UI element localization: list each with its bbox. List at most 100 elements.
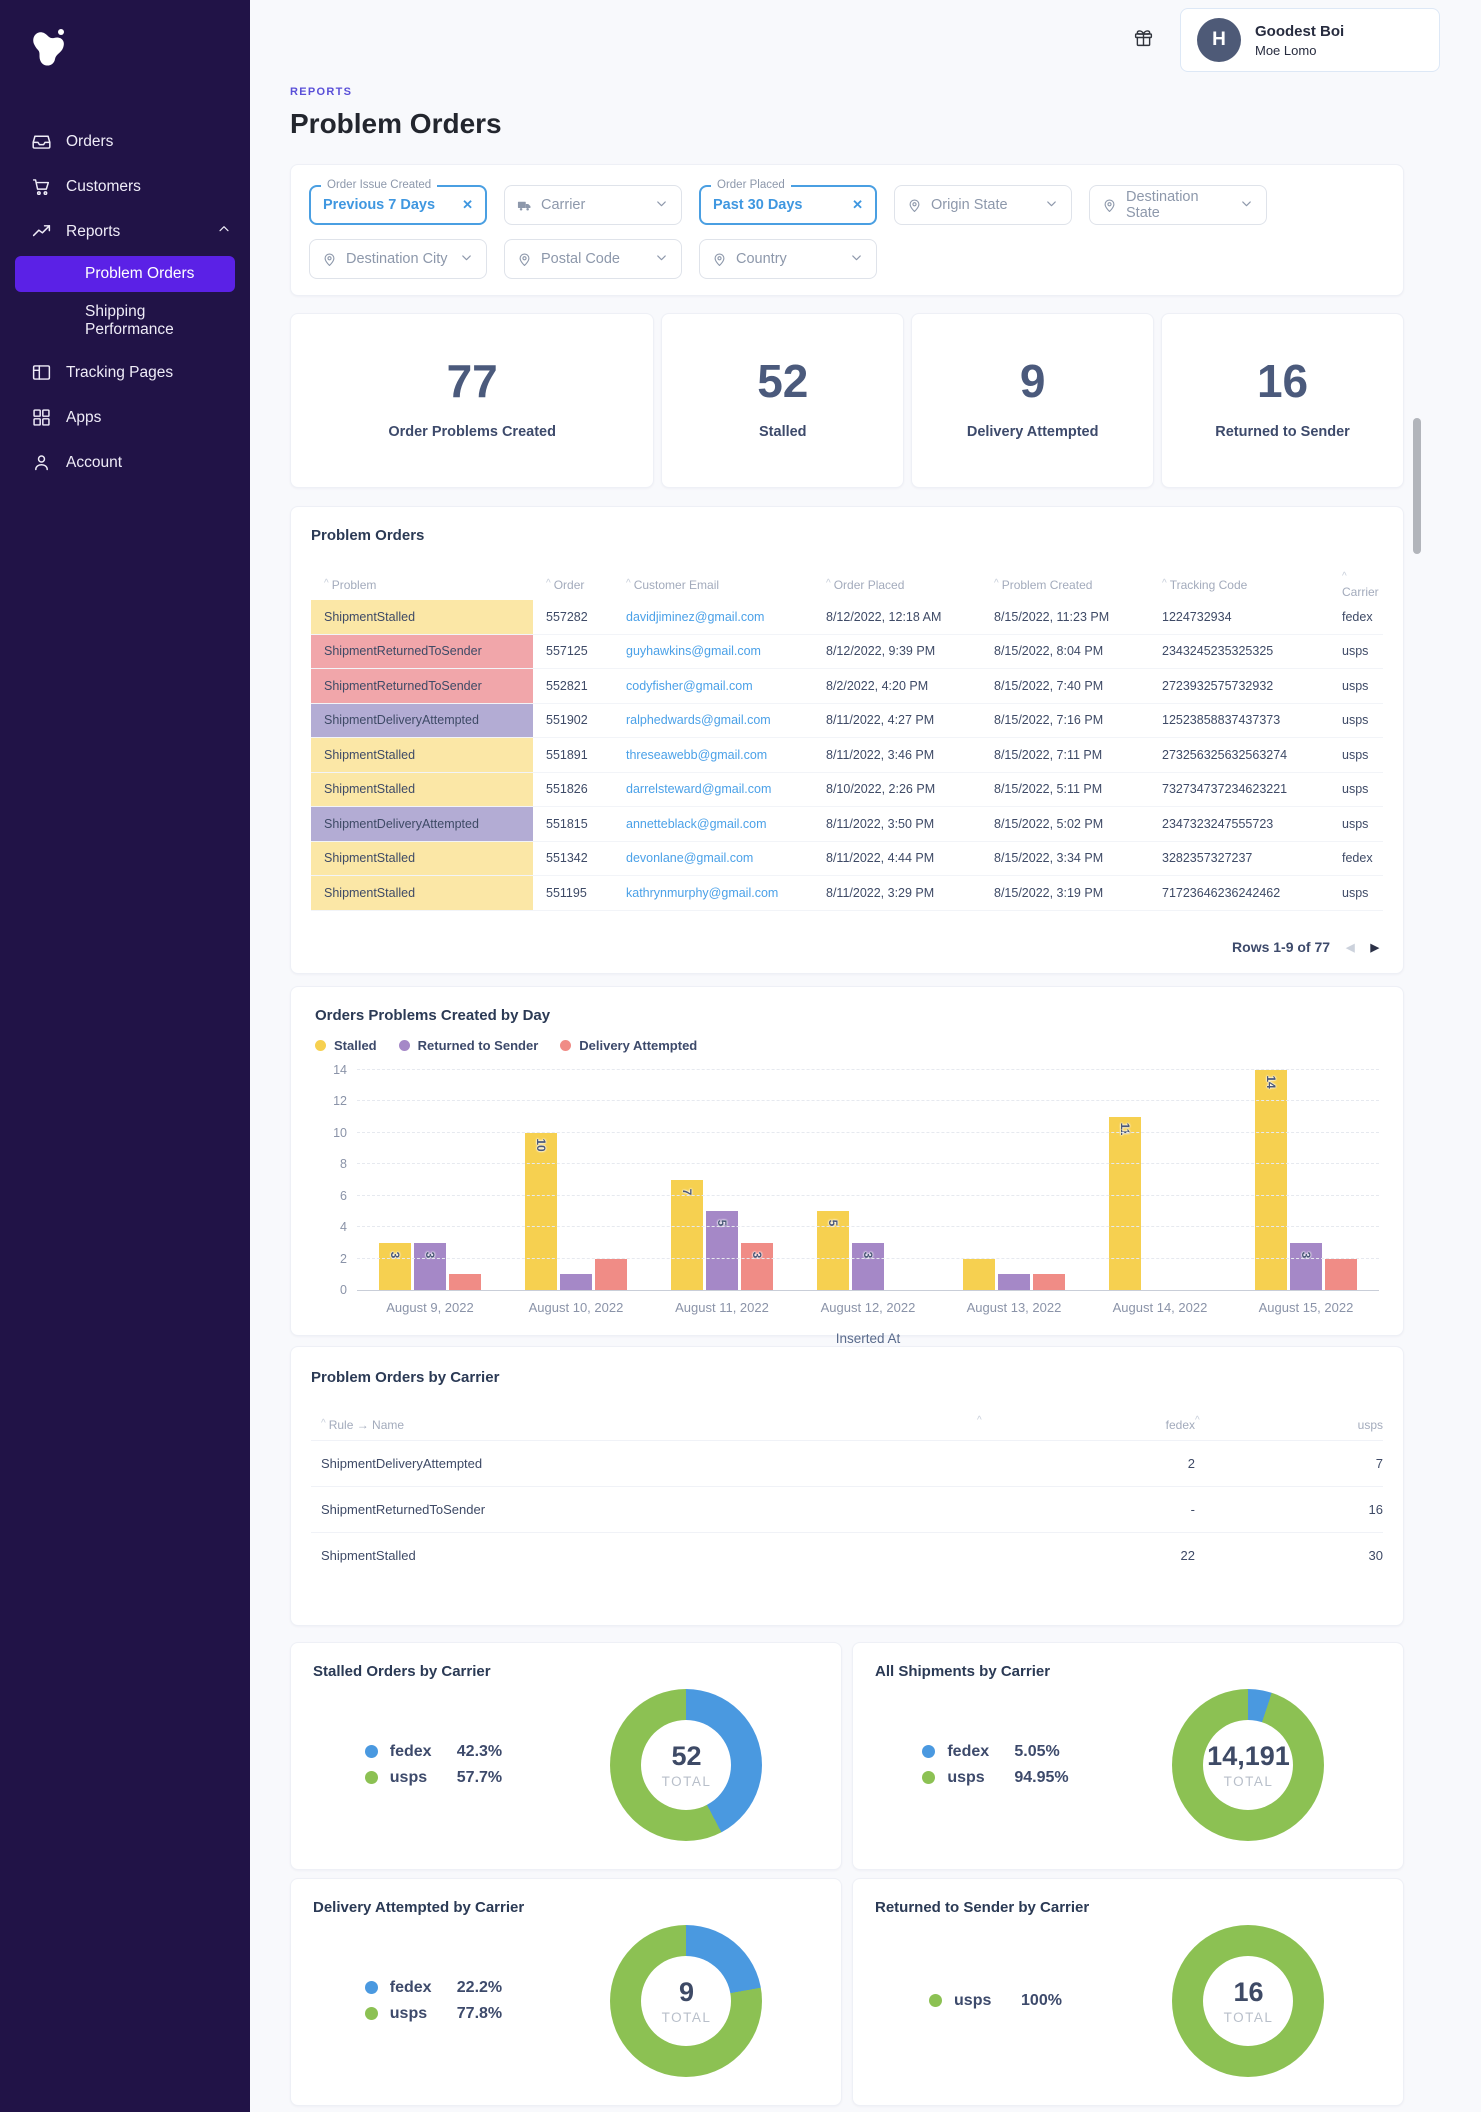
bar-stalled[interactable]: 11 [1109, 1117, 1141, 1290]
bar-returned-to-sender[interactable] [998, 1274, 1030, 1290]
sort-caret-icon: ^ [626, 578, 631, 589]
bar-returned-to-sender[interactable]: 3 [1290, 1242, 1322, 1290]
x-tick-label: August 12, 2022 [820, 1300, 916, 1315]
sidebar-item-customers[interactable]: Customers [0, 164, 250, 209]
column-header-fedex[interactable]: ^ fedex [977, 1415, 1195, 1432]
bar-group: 14 3 [1255, 1070, 1357, 1290]
app-logo[interactable] [0, 18, 250, 119]
cell-carrier: usps [1342, 816, 1369, 831]
email-link[interactable]: ralphedwards@gmail.com [626, 713, 771, 728]
cell-order: 551195 [546, 885, 587, 900]
column-header-order[interactable]: ^ Order [546, 578, 585, 592]
sidebar-item-account[interactable]: Account [0, 440, 250, 485]
logo-icon [33, 29, 64, 66]
sidebar-item-orders[interactable]: Orders [0, 119, 250, 164]
pin-icon [1104, 198, 1115, 212]
filter-label: Past 30 Days [713, 197, 803, 213]
bar-delivery-attempted[interactable] [595, 1258, 627, 1290]
page-title: Problem Orders [290, 108, 502, 139]
cell-carrier: fedex [1342, 609, 1373, 624]
bar-returned-to-sender[interactable] [560, 1274, 592, 1290]
sidebar-item-reports[interactable]: Reports [0, 209, 250, 254]
donut-body: fedex 42.3% usps 57.7% 52 TOTAL [313, 1680, 819, 1849]
filter-previous-7-days[interactable]: Order Issue Created Previous 7 Days ✕ [309, 179, 487, 225]
donut-card-all-shipments-by-carrier: All Shipments by Carrier fedex 5.05% usps 94… [852, 1642, 1404, 1870]
sort-caret-icon: ^ [994, 578, 999, 589]
bar-delivery-attempted[interactable] [1033, 1274, 1065, 1290]
pagination-next-icon[interactable]: ▶ [1370, 941, 1379, 954]
filter-destination-state[interactable]: Destination State [1089, 185, 1267, 225]
column-header-rule-name[interactable]: ^ Rule → Name [321, 1418, 405, 1432]
donut-legend-rows: fedex 5.05% usps 94.95% [922, 1743, 1069, 1787]
email-link[interactable]: devonlane@gmail.com [626, 851, 754, 866]
bar-stalled[interactable] [963, 1258, 995, 1290]
donut-total-label: TOTAL [661, 2009, 712, 2025]
bar-delivery-attempted[interactable]: 3 [741, 1242, 773, 1290]
bar-stalled[interactable]: 7 [671, 1180, 703, 1290]
close-icon[interactable]: ✕ [852, 197, 863, 212]
email-link[interactable]: codyfisher@gmail.com [626, 678, 753, 693]
legend-pct-label: 100% [1021, 1991, 1062, 2009]
chevron-up-icon [219, 226, 229, 232]
email-link[interactable]: threseawebb@gmail.com [626, 747, 768, 762]
stat-label: Order Problems Created [388, 424, 556, 440]
filter-past-30-days[interactable]: Order Placed Past 30 Days ✕ [699, 179, 877, 225]
email-link[interactable]: guyhawkins@gmail.com [626, 644, 761, 659]
scrollbar-thumb[interactable] [1413, 418, 1421, 554]
column-header-tracking-code[interactable]: ^ Tracking Code [1162, 578, 1248, 592]
sidebar-item-shipping-performance[interactable]: Shipping Performance [15, 294, 235, 348]
cell-carrier: usps [1342, 747, 1369, 762]
bar-stalled[interactable]: 5 [817, 1211, 849, 1290]
donut-legend: fedex 42.3% usps 57.7% [313, 1743, 554, 1787]
donut-card-returned-to-sender-by-carrier: Returned to Sender by Carrier usps 100% 16 T… [852, 1878, 1404, 2106]
pagination-prev-icon[interactable]: ◀ [1346, 941, 1355, 954]
column-header-usps[interactable]: ^ usps [1195, 1415, 1383, 1432]
column-header-carrier[interactable]: ^Carrier [1342, 571, 1379, 599]
y-tick-label: 8 [340, 1157, 347, 1172]
stat-label: Returned to Sender [1215, 424, 1350, 440]
email-link[interactable]: kathrynmurphy@gmail.com [626, 885, 779, 900]
email-link[interactable]: darrelsteward@gmail.com [626, 782, 772, 797]
filter-postal-code[interactable]: Postal Code [504, 239, 682, 279]
bar-stalled[interactable]: 14 [1255, 1070, 1287, 1290]
pin-icon [519, 252, 530, 266]
donut-holder: 14,191 TOTAL [1116, 1688, 1381, 1841]
column-header-order-placed[interactable]: ^ Order Placed [826, 578, 905, 592]
cell-problem: ShipmentStalled [311, 876, 533, 910]
donut-legend: fedex 5.05% usps 94.95% [875, 1743, 1116, 1787]
legend-dot [398, 1040, 410, 1051]
bar-returned-to-sender[interactable]: 3 [852, 1242, 884, 1290]
cell-carrier: usps [1342, 713, 1369, 728]
close-icon[interactable]: ✕ [462, 197, 473, 212]
bar-returned-to-sender[interactable]: 3 [414, 1242, 446, 1290]
user-name: Goodest Boi [1255, 22, 1345, 40]
email-link[interactable]: davidjiminez@gmail.com [626, 609, 765, 624]
table-row: ShipmentStalled 551195 kathrynmurphy@gmail… [311, 876, 1383, 911]
email-link[interactable]: annetteblack@gmail.com [626, 816, 767, 831]
user-menu[interactable]: H Goodest Boi Moe Lomo [1180, 8, 1440, 72]
filter-country[interactable]: Country [699, 239, 877, 279]
gift-icon[interactable] [1133, 27, 1154, 53]
bar-stalled[interactable]: 3 [379, 1242, 411, 1290]
filter-destination-city[interactable]: Destination City [309, 239, 487, 279]
column-header-customer-email[interactable]: ^ Customer Email [626, 578, 720, 592]
y-tick-label: 14 [333, 1063, 347, 1077]
column-header-problem[interactable]: ^ Problem [324, 578, 377, 592]
filter-origin-state[interactable]: Origin State [894, 185, 1072, 225]
column-header-problem-created[interactable]: ^ Problem Created [994, 578, 1093, 592]
bar-delivery-attempted[interactable] [1325, 1258, 1357, 1290]
sidebar-item-apps[interactable]: Apps [0, 395, 250, 440]
breadcrumb: REPORTS [290, 86, 353, 98]
sidebar-item-problem-orders[interactable]: Problem Orders [15, 256, 235, 292]
filter-legend-label: Order Issue Created [321, 179, 438, 191]
column-label: fedex [1165, 1418, 1195, 1432]
sidebar-item-tracking-pages[interactable]: Tracking Pages [0, 350, 250, 395]
cell-order-placed: 8/2/2022, 4:20 PM [826, 678, 929, 693]
bar-delivery-attempted[interactable] [449, 1274, 481, 1290]
filter-carrier[interactable]: Carrier [504, 185, 682, 225]
bar-returned-to-sender[interactable]: 5 [706, 1211, 738, 1290]
cell-email: darrelsteward@gmail.com [613, 782, 813, 796]
y-tick-label: 6 [340, 1188, 347, 1203]
bar-stalled[interactable]: 10 [525, 1132, 557, 1290]
sort-caret-icon: ^ [1195, 1415, 1200, 1426]
